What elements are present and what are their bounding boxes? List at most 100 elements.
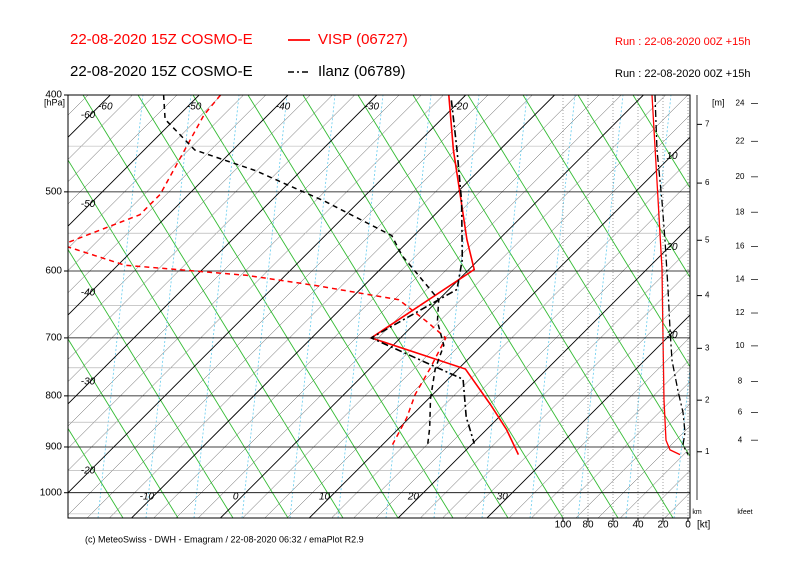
legend-label: VISP (06727) (318, 31, 408, 48)
dry-adiabat (68, 248, 234, 518)
mixing-line (193, 95, 240, 518)
isotherm-label: 10 (319, 491, 331, 502)
dry-adiabat (522, 95, 690, 368)
isotherm-label: -30 (81, 376, 96, 387)
wind-tick-label: 20 (657, 520, 669, 531)
profile-tick-label: 30 (666, 330, 678, 341)
mixing-line (433, 95, 480, 518)
isotherm-hatch (375, 203, 690, 518)
isotherm (308, 136, 690, 518)
dewpoint-line (162, 95, 445, 448)
dry-adiabat (137, 95, 399, 518)
mixing-line (97, 95, 144, 518)
run-label: Run : 22-08-2020 00Z +15h (615, 36, 750, 48)
isotherm-label: -30 (365, 102, 380, 113)
height-axis-label: [m] (712, 97, 725, 107)
isotherm-hatch (464, 292, 690, 518)
dry-adiabat (632, 95, 690, 189)
isotherm-hatch (86, 95, 511, 518)
isotherm-hatch (109, 95, 533, 518)
isotherm (131, 95, 555, 518)
isotherm-label: -20 (453, 102, 468, 113)
profile-tick-label: 20 (665, 242, 678, 253)
isotherm-hatch (68, 95, 222, 249)
isotherm-hatch (175, 95, 600, 518)
wind-tick-label: 80 (582, 520, 594, 531)
isotherm (68, 95, 289, 316)
dry-adiabat (247, 95, 509, 518)
y-tick-label: 700 (45, 333, 62, 344)
y-tick-label: 800 (45, 390, 62, 401)
wind-speed-line (654, 95, 689, 455)
isotherm-hatch (198, 95, 622, 518)
isotherm-label: -40 (276, 102, 291, 113)
dry-adiabat (68, 338, 179, 518)
y-tick-label: 1000 (40, 487, 63, 498)
isotherm (397, 225, 690, 518)
dry-adiabat (68, 159, 289, 518)
mixing-line (385, 95, 432, 518)
dry-adiabat (577, 95, 690, 279)
isotherm-label: 20 (407, 491, 420, 502)
kfeet-tick-label: 22 (736, 136, 745, 145)
dry-adiabat (192, 95, 454, 518)
wind-tick-label: 0 (685, 520, 691, 531)
kfeet-tick-label: 18 (736, 207, 745, 216)
model-label: 22-08-2020 15Z COSMO-E (70, 31, 253, 48)
isotherm-hatch (420, 247, 690, 518)
kfeet-axis-label: kfeet (737, 509, 752, 516)
height-tick-label: 2 (705, 395, 710, 404)
isotherm-hatch (442, 270, 690, 518)
isotherm-label: -20 (81, 465, 96, 476)
kfeet-tick-label: 12 (736, 308, 745, 317)
isotherm-hatch (68, 95, 266, 294)
isotherm (68, 95, 200, 227)
kfeet-tick-label: 10 (736, 341, 745, 350)
wind-tick-label: 100 (555, 520, 572, 531)
height-tick-label: 4 (705, 291, 710, 300)
run-label: Run : 22-08-2020 00Z +15h (615, 68, 750, 80)
legend-label: Ilanz (06789) (318, 63, 406, 80)
isotherm (220, 95, 644, 518)
isotherm-hatch (68, 95, 155, 183)
height-tick-label: 1 (705, 447, 710, 456)
isotherm-hatch (264, 95, 689, 518)
isotherm-hatch (575, 403, 690, 518)
isotherm-label: 0 (233, 491, 239, 502)
y-tick-label: 900 (45, 442, 62, 453)
wind-tick-label: 60 (607, 520, 619, 531)
mixing-line (337, 95, 384, 518)
kfeet-tick-label: 20 (736, 172, 745, 181)
isotherm-label: -10 (140, 491, 155, 502)
footer: (c) MeteoSwiss - DWH - Emagram / 22-08-2… (85, 534, 364, 544)
isotherm-label: -50 (81, 199, 96, 210)
height-unit: km (692, 509, 702, 516)
height-tick-label: 3 (705, 343, 710, 352)
isotherm-hatch (68, 95, 422, 449)
wind-speed-line (651, 95, 681, 456)
mixing-line (289, 95, 336, 518)
plot-frame (67, 94, 691, 519)
kfeet-tick-label: 24 (736, 99, 745, 108)
mixing-line (625, 95, 672, 518)
y-axis-label: [hPa] (44, 97, 65, 107)
kfeet-tick-label: 6 (738, 407, 743, 416)
height-tick-label: 5 (705, 235, 710, 244)
isotherm-hatch (68, 95, 355, 382)
isotherm-hatch (68, 95, 333, 360)
mixing-line (529, 95, 576, 518)
kfeet-tick-label: 14 (736, 275, 745, 284)
isotherm-label: -40 (81, 288, 96, 299)
isotherm-hatch (68, 95, 489, 516)
kfeet-tick-label: 8 (738, 377, 743, 386)
isotherm-label: -60 (98, 102, 113, 113)
mixing-line (145, 95, 192, 518)
profile-tick-label: 10 (666, 151, 678, 162)
dry-adiabat (302, 95, 564, 518)
dewpoint-line (68, 95, 447, 445)
y-tick-label: 400 (45, 90, 62, 101)
isotherm-hatch (68, 95, 444, 471)
isotherm-hatch (68, 95, 311, 338)
